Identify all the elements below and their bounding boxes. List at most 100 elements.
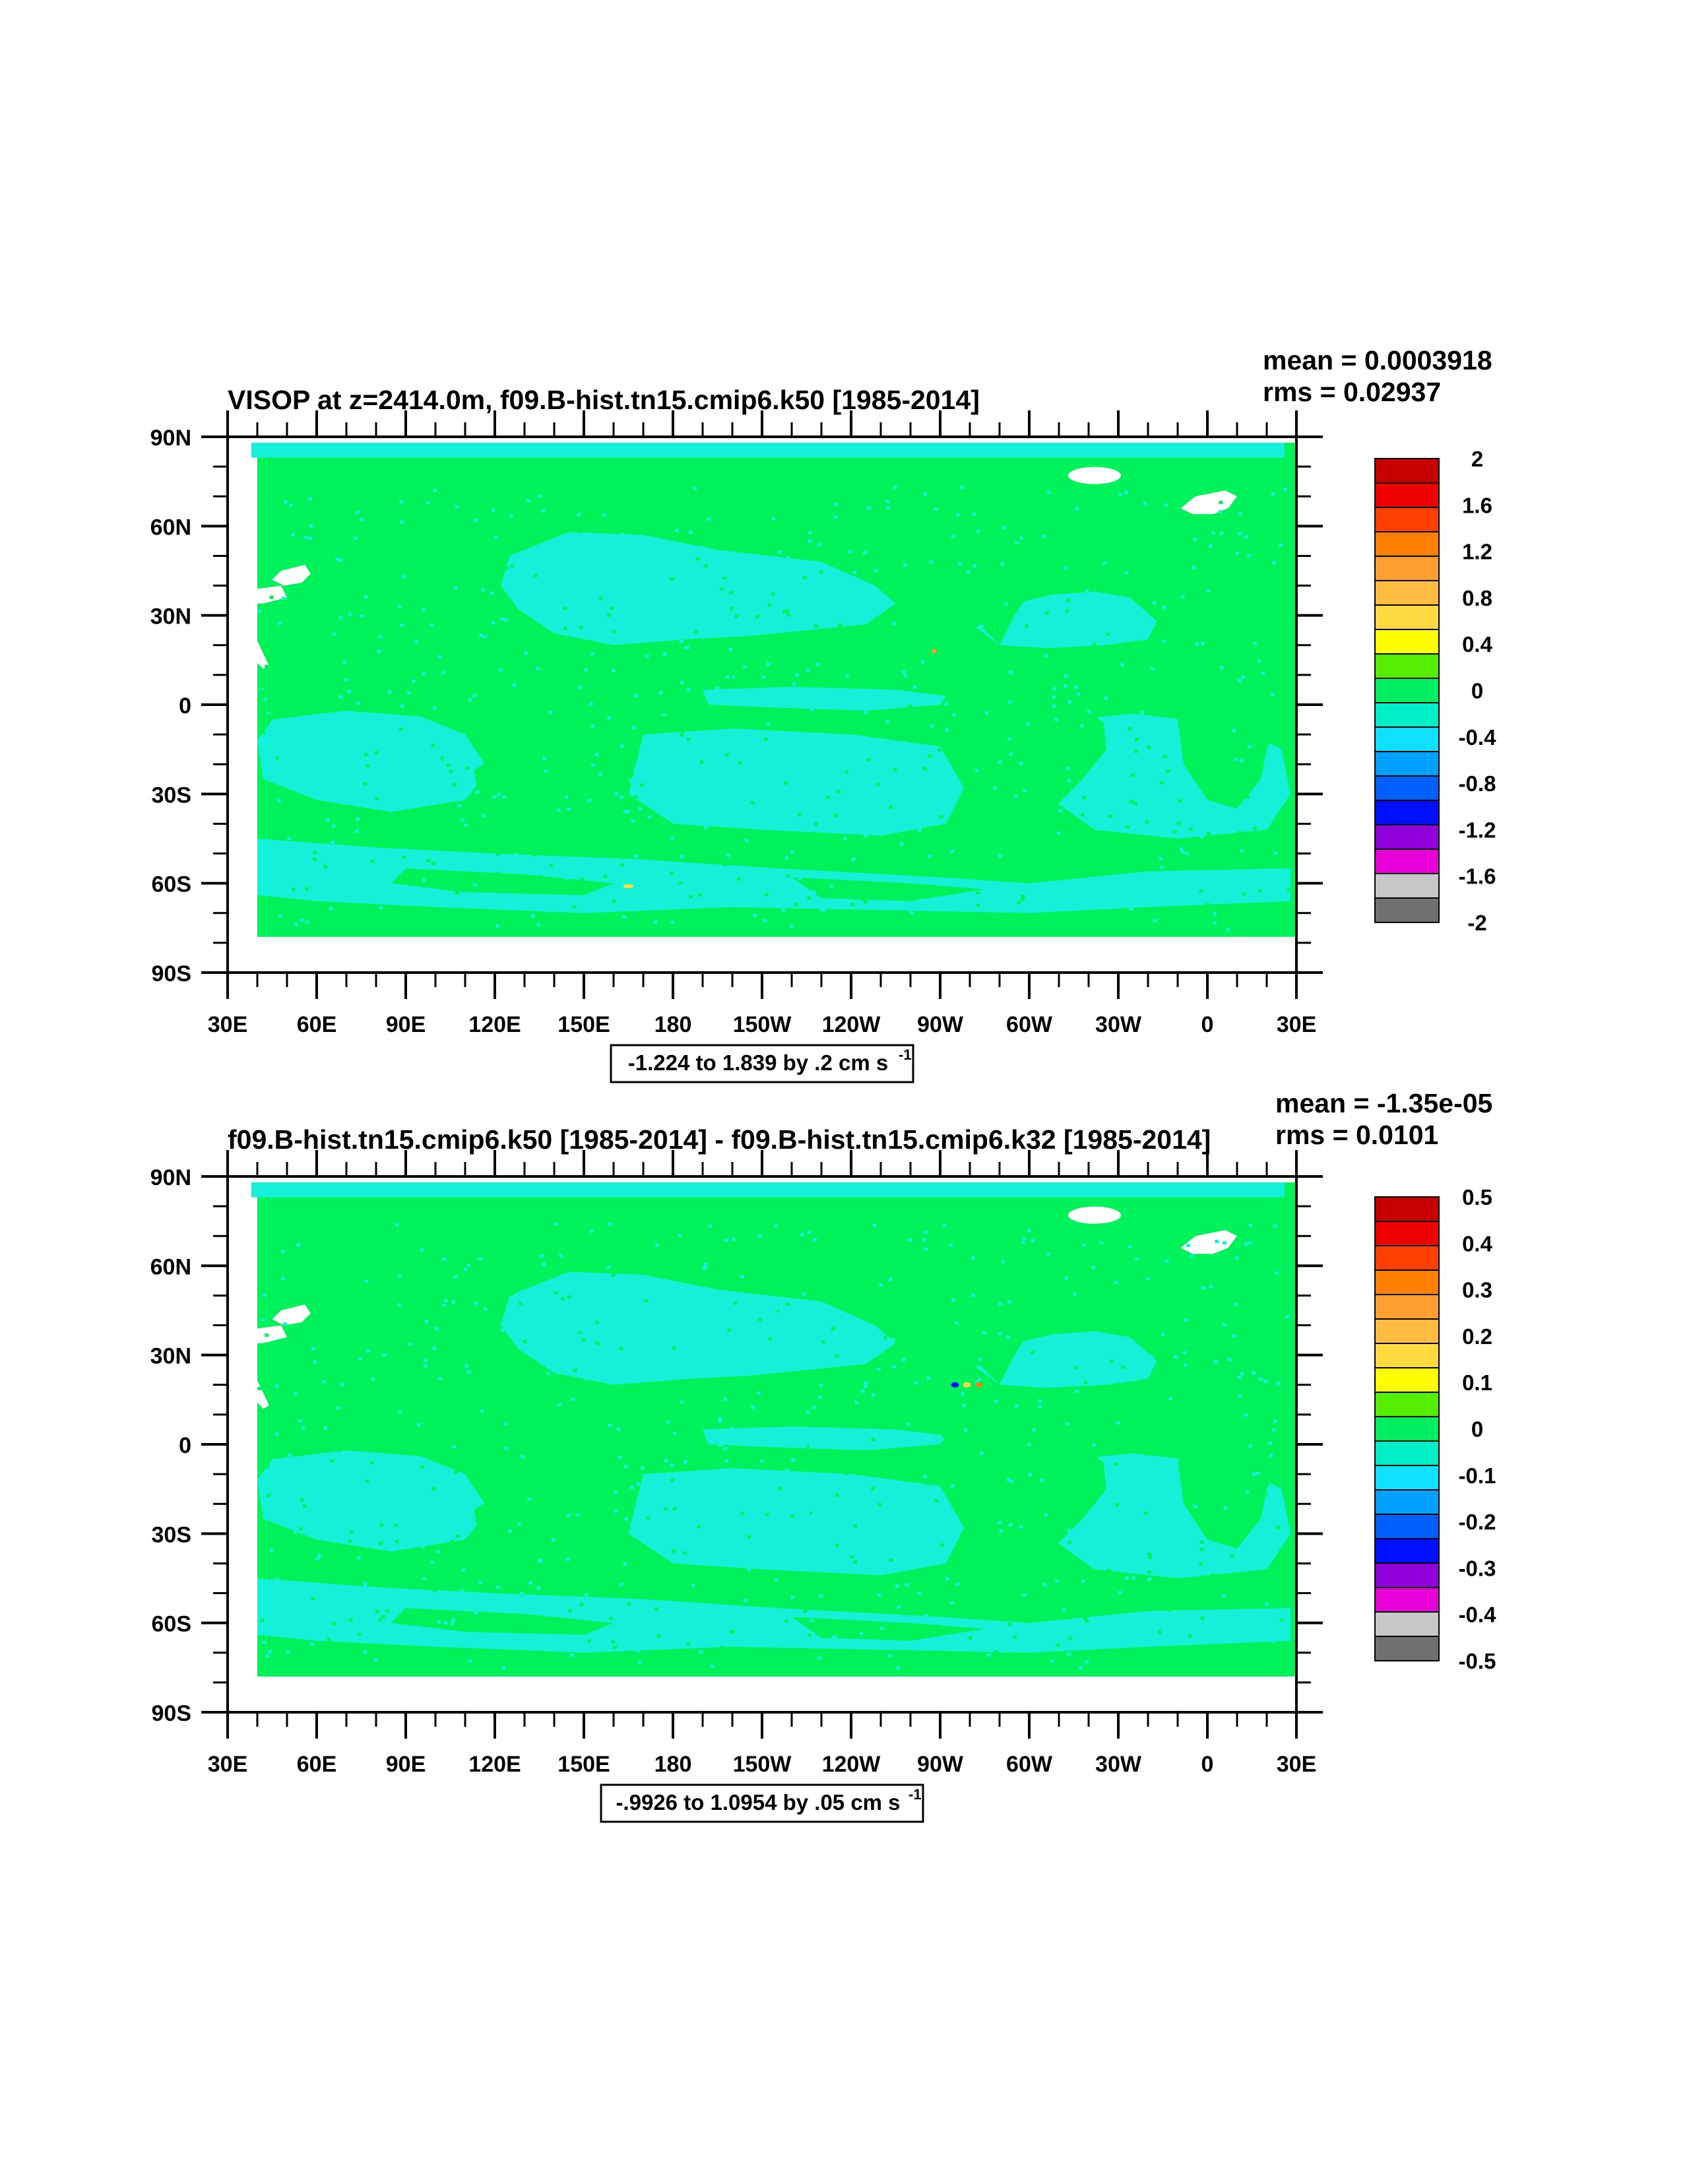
speckle-cell (933, 652, 938, 656)
speckle-cell (976, 1388, 981, 1392)
speckle-cell (654, 1244, 659, 1248)
speckle-cell (554, 1277, 559, 1281)
speckle-cell (582, 600, 587, 604)
speckle-cell (1215, 1374, 1220, 1378)
speckle-cell (1273, 851, 1278, 855)
speckle-cell (625, 1368, 629, 1372)
speckle-cell (723, 711, 728, 715)
speckle-cell (1102, 1533, 1107, 1537)
speckle-cell (625, 810, 630, 814)
speckle-cell (940, 1650, 945, 1654)
speckle-cell (519, 1302, 523, 1306)
x-tick-label: 60E (297, 1752, 337, 1777)
speckle-cell (736, 1353, 741, 1357)
speckle-cell (1062, 1608, 1066, 1612)
speckle-cell (732, 1301, 737, 1305)
speckle-cell (455, 505, 459, 509)
colorbar-label: -0.4 (1459, 1603, 1497, 1627)
speckle-cell (1074, 685, 1079, 689)
speckle-cell (1192, 565, 1196, 569)
speckle-cell (723, 1397, 728, 1401)
speckle-cell (792, 682, 796, 686)
speckle-cell (322, 1380, 327, 1384)
speckle-cell (1271, 492, 1275, 496)
speckle-cell (571, 499, 575, 503)
speckle-cell (866, 757, 871, 761)
speckle-cell (1022, 1237, 1027, 1240)
speckle-cell (550, 918, 554, 922)
speckle-cell (407, 691, 412, 695)
speckle-cell (339, 622, 344, 626)
speckle-cell (1188, 1634, 1192, 1638)
speckle-cell (639, 1556, 643, 1560)
colorbar-label: 0.3 (1462, 1278, 1492, 1302)
speckle-cell (1135, 521, 1139, 525)
speckle-cell (981, 604, 986, 608)
speckle-cell (678, 1233, 682, 1237)
speckle-cell (678, 841, 683, 845)
speckle-cell (1273, 1419, 1277, 1423)
speckle-cell (400, 739, 404, 743)
speckle-cell (822, 1635, 827, 1639)
speckle-cell (1145, 1277, 1150, 1281)
speckle-cell (595, 1341, 600, 1345)
speckle-cell (513, 1518, 517, 1522)
speckle-cell (926, 1376, 931, 1380)
speckle-cell (1009, 752, 1013, 756)
speckle-cell (302, 1504, 307, 1508)
speckle-cell (843, 837, 847, 841)
speckle-cell (784, 1468, 789, 1472)
speckle-cell (1147, 745, 1151, 749)
speckle-cell (1180, 849, 1185, 853)
speckle-cell (1268, 1441, 1273, 1445)
speckle-cell (275, 609, 280, 613)
speckle-cell (585, 1485, 589, 1489)
speckle-cell (620, 795, 624, 799)
y-tick-label: 0 (179, 693, 191, 719)
speckle-cell (653, 1242, 658, 1246)
colorbar-label: -0.8 (1459, 771, 1496, 796)
speckle-cell (331, 841, 335, 845)
speckle-cell (1141, 897, 1146, 901)
speckle-cell (1240, 715, 1244, 719)
speckle-cell (774, 1578, 779, 1582)
speckle-cell (803, 1609, 808, 1613)
speckle-cell (815, 662, 820, 666)
speckle-cell (786, 1302, 790, 1306)
speckle-cell (1042, 1444, 1046, 1448)
speckle-cell (724, 1459, 729, 1463)
speckle-cell (1245, 795, 1250, 799)
speckle-cell (265, 1333, 269, 1337)
speckle-cell (434, 1451, 439, 1455)
speckle-cell (608, 711, 612, 715)
speckle-cell (431, 744, 435, 748)
speckle-cell (268, 1650, 272, 1654)
speckle-cell (374, 751, 379, 755)
colorbar-box (1374, 849, 1440, 874)
speckle-cell (769, 1504, 774, 1508)
speckle-cell (800, 1330, 805, 1334)
speckle-cell (1168, 926, 1173, 930)
speckle-cell (391, 1577, 395, 1581)
speckle-cell (381, 669, 385, 673)
speckle-cell (817, 1442, 821, 1446)
speckle-cell (608, 1223, 612, 1227)
anomaly-blue (951, 1382, 959, 1388)
speckle-cell (1109, 871, 1114, 875)
speckle-cell (976, 903, 980, 907)
speckle-cell (329, 544, 334, 548)
speckle-cell (595, 1320, 600, 1324)
speckle-cell (901, 670, 906, 674)
speckle-cell (379, 1524, 384, 1527)
speckle-cell (1114, 1462, 1118, 1466)
speckle-cell (694, 630, 699, 634)
speckle-cell (601, 1336, 606, 1340)
southern-green-patch-2 (792, 1617, 985, 1641)
speckle-cell (257, 609, 262, 613)
field-left-gap (251, 1182, 257, 1677)
speckle-cell (1133, 750, 1138, 754)
speckle-cell (877, 1593, 882, 1597)
speckle-cell (556, 501, 561, 505)
speckle-cell (703, 840, 708, 844)
north-atlantic-cyan (976, 1331, 1157, 1388)
